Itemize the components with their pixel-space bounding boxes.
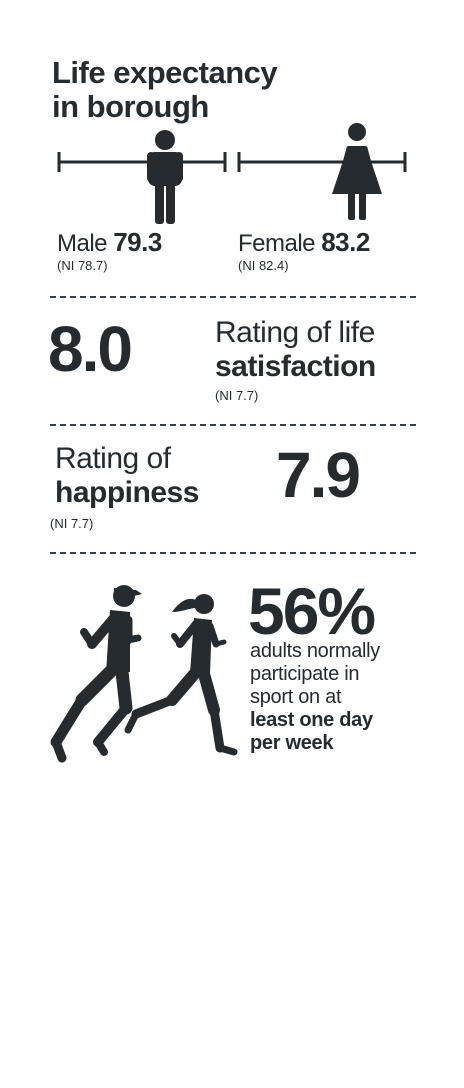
sport-percent: 56% <box>248 574 376 648</box>
life-satisfaction-label: Rating of life satisfaction <box>215 316 376 384</box>
happiness-ni: (NI 7.7) <box>50 516 94 531</box>
life-satisfaction-value: 8.0 <box>48 313 133 385</box>
female-life-scale <box>237 123 407 220</box>
section-divider-1 <box>50 296 416 298</box>
male-runner-icon <box>50 585 142 763</box>
sport-line-5: per week <box>250 732 334 754</box>
sport-line-4: least one day <box>250 709 373 731</box>
life-satisfaction-ni: (NI 7.7) <box>215 388 259 403</box>
section-divider-2 <box>50 424 416 426</box>
female-ni-value: (NI 82.4) <box>238 258 289 273</box>
sport-description: adults normally participate in sport on … <box>250 640 450 755</box>
section-divider-3 <box>50 552 416 554</box>
happiness-value: 7.9 <box>276 439 361 511</box>
life-expectancy-title: Life expectancy in borough <box>52 55 278 124</box>
sport-line-1: adults normally <box>250 640 381 662</box>
happiness-line-2: happiness <box>55 476 199 509</box>
female-value: 83.2 <box>321 227 370 257</box>
male-label: Male <box>57 230 108 257</box>
sport-line-3: sport on at <box>250 686 342 708</box>
happiness-label: Rating of happiness <box>55 442 199 510</box>
male-value: 79.3 <box>113 227 162 257</box>
female-life-expectancy: Female 83.2 <box>238 228 370 258</box>
male-figure-icon <box>147 130 183 224</box>
male-life-expectancy: Male 79.3 <box>57 228 162 258</box>
title-line-1: Life expectancy <box>52 55 278 90</box>
sport-line-2: participate in <box>250 663 360 685</box>
female-label: Female <box>238 230 316 257</box>
title-line-2: in borough <box>52 89 209 124</box>
male-ni-value: (NI 78.7) <box>57 258 108 273</box>
male-life-scale <box>57 130 227 224</box>
life-satisfaction-line-1: Rating of life <box>215 316 375 349</box>
runners-illustration <box>50 585 238 763</box>
happiness-line-1: Rating of <box>55 442 171 475</box>
life-satisfaction-line-2: satisfaction <box>215 350 376 383</box>
female-runner-icon <box>124 594 238 756</box>
female-figure-icon <box>332 123 382 220</box>
